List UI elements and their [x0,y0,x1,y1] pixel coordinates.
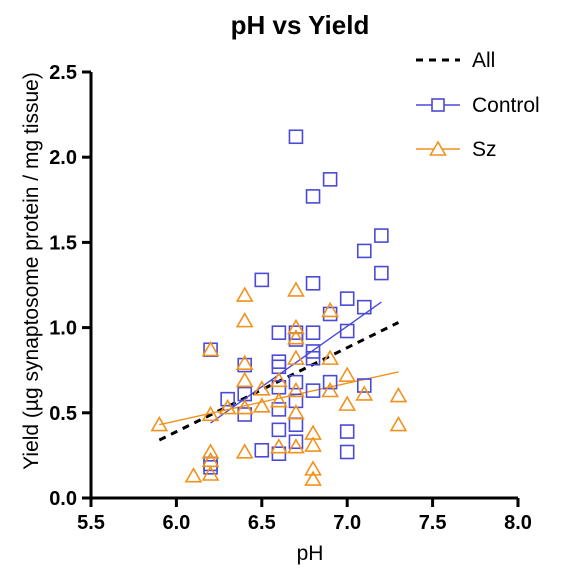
control-point [341,445,354,458]
x-tick-label: 6.0 [162,512,190,534]
sz-point [306,472,321,485]
sz-point [391,389,406,402]
control-point [255,273,268,286]
sz-point [288,440,303,453]
legend-control-label: Control [472,94,540,117]
sz-point [271,440,286,453]
y-tick-label: 1.5 [49,232,77,254]
y-tick-label: 2.5 [49,62,77,84]
sz-point [340,397,355,410]
control-point [341,292,354,305]
control-point [272,403,285,416]
x-tick-label: 7.0 [333,512,361,534]
control-point [255,444,268,457]
x-axis-label: pH [297,542,324,565]
control-point [375,229,388,242]
legend-control-marker [432,99,444,111]
control-point [375,267,388,280]
sz-point [306,438,321,451]
x-tick-label: 6.5 [248,512,276,534]
control-point [272,355,285,368]
y-axis-label: Yield (µg synaptosome protein / mg tissu… [20,72,43,470]
sz-point [237,445,252,458]
fit-lines [159,302,398,440]
sz-point [237,288,252,301]
legend-sz-label: Sz [472,138,497,161]
x-tick-label: 7.5 [419,512,447,534]
axes: 5.5 6.0 6.5 7.0 7.5 8.0 0.0 0.5 1.0 1.5 2.0 2.5 [49,62,532,534]
sz-point [357,387,372,400]
control-point [307,190,320,203]
sz-point [323,303,338,316]
sz-point [237,373,252,386]
x-tick-label: 5.5 [77,512,105,534]
control-point [341,425,354,438]
sz-point [203,343,218,356]
chart-title: pH vs Yield [231,10,370,40]
data-points [152,130,406,485]
sz-point [340,368,355,381]
sz-point [288,283,303,296]
control-point [307,326,320,339]
control-point [272,326,285,339]
sz-point [237,314,252,327]
sz-point [203,445,218,458]
control-point [324,307,337,320]
y-tick-label: 1.0 [49,318,77,340]
y-tick-label: 0.0 [49,488,77,510]
sz-point [391,418,406,431]
control-point [289,418,302,431]
y-tick-label: 0.5 [49,403,77,425]
y-tick-label: 2.0 [49,147,77,169]
control-point [324,173,337,186]
legend-all-label: All [472,49,495,72]
control-point [289,130,302,143]
sz-point [186,469,201,482]
sz-point [271,394,286,407]
legend: All Control Sz [416,49,540,161]
control-point [307,277,320,290]
x-tick-label: 8.0 [504,512,532,534]
control-point [358,244,371,257]
control-point [272,423,285,436]
